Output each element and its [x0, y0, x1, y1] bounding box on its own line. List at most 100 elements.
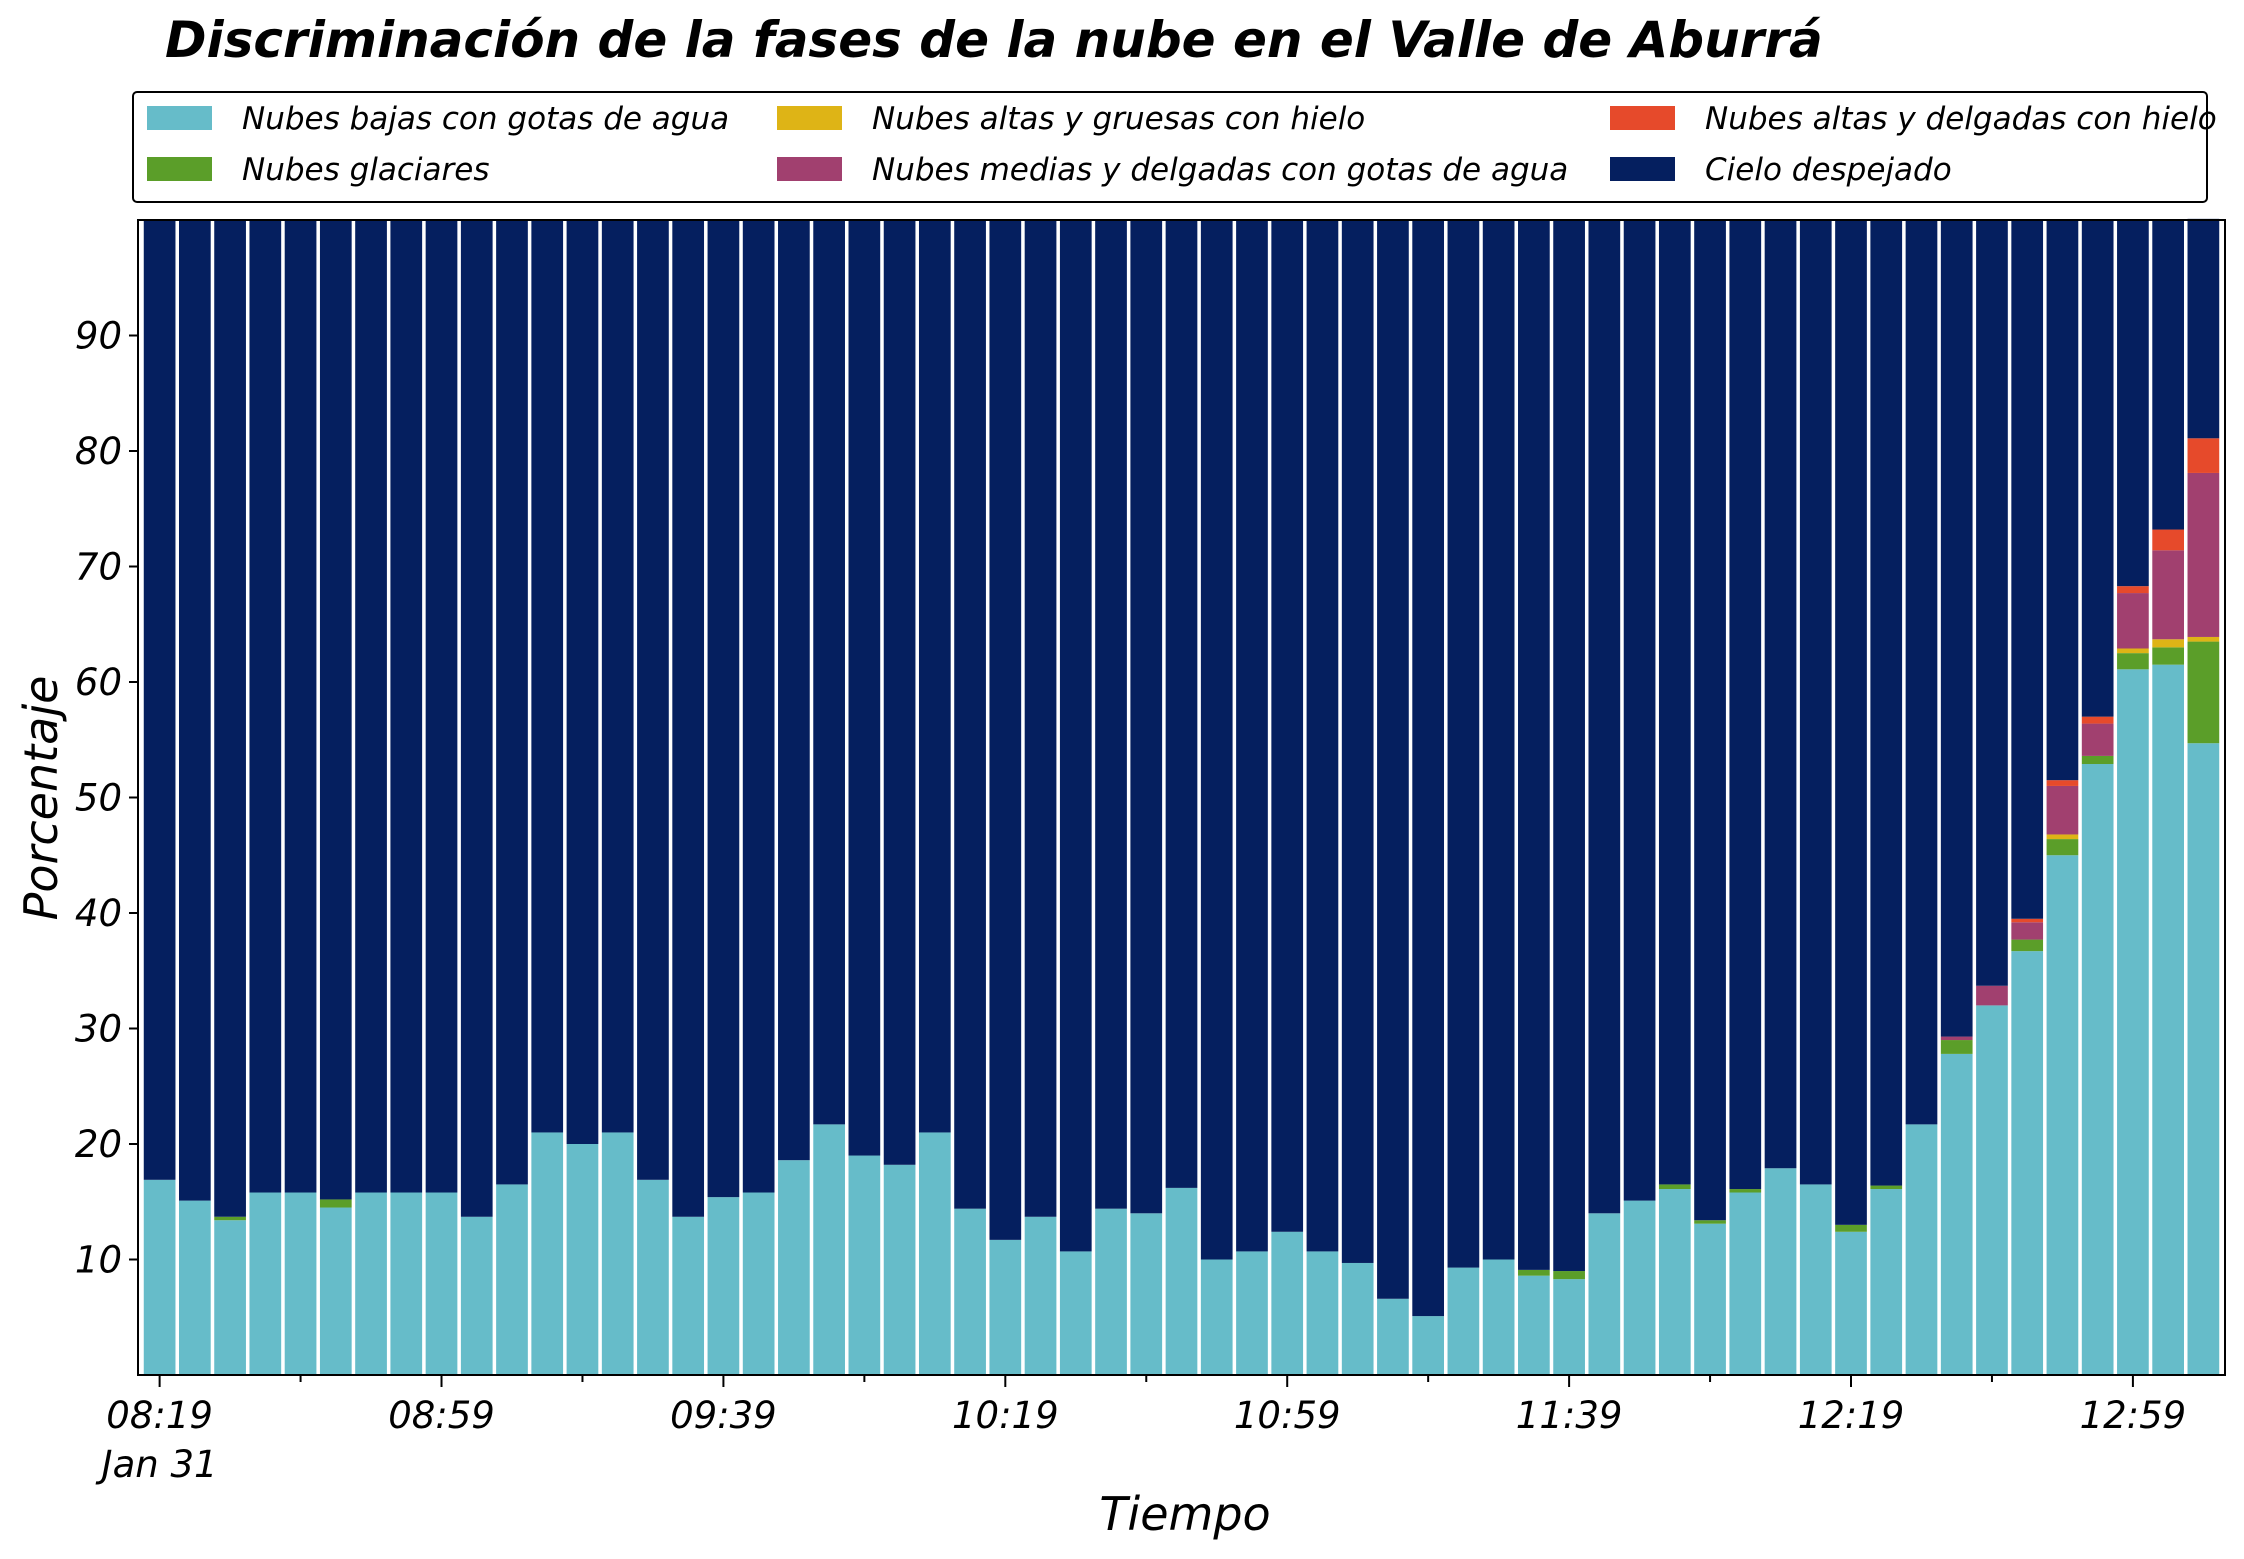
bar-segment-s0-55: [2081, 764, 2114, 1375]
bar-segment-s1-44: [1694, 1220, 1726, 1224]
bar-segment-s0-53: [2011, 951, 2044, 1375]
bar-segment-s0-15: [672, 1216, 705, 1375]
bar-segment-s5-44: [1694, 220, 1726, 1221]
bar-segment-s5-29: [1165, 220, 1198, 1188]
bar-segment-s5-17: [742, 220, 775, 1193]
bar-segment-s1-40: [1553, 1271, 1585, 1280]
bar-segment-s0-10: [496, 1184, 528, 1375]
bar-segment-s5-21: [883, 220, 916, 1165]
y-tick-label: 10: [75, 1239, 122, 1282]
bar-segment-s5-42: [1623, 220, 1656, 1201]
bar-segment-s5-38: [1482, 220, 1515, 1260]
bar-segment-s5-19: [813, 220, 845, 1125]
y-axis-label: Porcentaje: [14, 676, 68, 921]
bar-segment-s5-3: [249, 220, 282, 1193]
bar-segment-s0-42: [1623, 1200, 1656, 1375]
bar-segment-s0-16: [707, 1197, 740, 1375]
bar-segment-s4-58: [2187, 438, 2220, 473]
bar-segment-s0-18: [778, 1160, 810, 1375]
bar-segment-s0-30: [1200, 1259, 1233, 1375]
bar-segment-s5-55: [2081, 220, 2114, 717]
x-tick-label: 08:19: [106, 1394, 213, 1437]
bar-segment-s3-56: [2117, 593, 2149, 649]
bar-segment-s0-28: [1130, 1213, 1163, 1375]
bar-segment-s5-40: [1553, 220, 1585, 1272]
bar-segment-s5-50: [1905, 220, 1938, 1125]
bar-segment-s5-24: [989, 220, 1022, 1240]
legend-label: Nubes glaciares: [242, 152, 490, 188]
y-tick-label: 60: [75, 661, 122, 704]
x-tick-label: 09:39: [670, 1394, 777, 1437]
bar-segment-s0-5: [319, 1207, 352, 1375]
bar-segment-s0-14: [637, 1179, 669, 1375]
bar-segment-s5-18: [778, 220, 810, 1161]
bar-segment-s0-50: [1905, 1124, 1938, 1375]
bar-segment-s1-51: [1940, 1040, 1973, 1054]
bar-segment-s5-53: [2011, 220, 2044, 919]
bar-segment-s1-54: [2046, 839, 2079, 856]
bar-segment-s5-31: [1236, 220, 1268, 1252]
bar-segment-s5-58: [2187, 218, 2220, 439]
bar-segment-s0-36: [1412, 1316, 1445, 1375]
bar-segment-s0-49: [1870, 1189, 1903, 1375]
bar-segment-s2-54: [2046, 834, 2079, 840]
x-tick-label: 08:59: [388, 1394, 495, 1437]
bar-segment-s0-26: [1059, 1251, 1092, 1375]
x-tick-label: 10:59: [1234, 1394, 1341, 1437]
bar-segment-s5-39: [1518, 220, 1550, 1270]
bar-segment-s5-2: [214, 220, 246, 1217]
bar-segment-s0-8: [425, 1192, 458, 1375]
bar-segment-s1-53: [2011, 939, 2044, 952]
x-tick-label: 10:19: [952, 1394, 1059, 1437]
bar-segment-s3-53: [2011, 922, 2044, 940]
bar-segment-s5-22: [918, 220, 951, 1133]
bar-segment-s0-54: [2046, 855, 2079, 1375]
bar-segment-s4-57: [2152, 529, 2184, 551]
bar-segment-s0-45: [1729, 1192, 1762, 1375]
bar-segment-s0-2: [214, 1220, 246, 1375]
bar-segment-s3-55: [2081, 723, 2114, 756]
bar-segment-s1-48: [1835, 1224, 1867, 1232]
bar-segment-s0-25: [1024, 1216, 1057, 1375]
bar-segment-s0-46: [1764, 1168, 1797, 1375]
bar-segment-s5-25: [1024, 220, 1057, 1217]
bar-segment-s5-57: [2152, 220, 2184, 530]
bar-segment-s0-52: [1976, 1005, 2008, 1375]
bar-segment-s0-34: [1341, 1262, 1374, 1375]
bar-segment-s0-51: [1940, 1053, 1973, 1375]
y-tick-label: 20: [75, 1123, 122, 1166]
bar-segment-s0-56: [2117, 669, 2149, 1375]
bar-segment-s5-56: [2117, 220, 2149, 587]
bar-segment-s1-57: [2152, 647, 2184, 665]
bar-segment-s0-44: [1694, 1223, 1726, 1375]
bar-segment-s5-33: [1306, 220, 1339, 1252]
y-tick-label: 40: [75, 892, 122, 935]
bar-segment-s0-39: [1518, 1275, 1550, 1375]
bar-segment-s1-58: [2187, 641, 2220, 744]
legend-frame: [132, 91, 2208, 203]
bar-segment-s0-43: [1658, 1189, 1691, 1375]
bar-segment-s3-52: [1976, 985, 2008, 1006]
legend-label: Nubes altas y delgadas con hielo: [1705, 101, 2217, 137]
bar-segment-s0-32: [1271, 1231, 1304, 1375]
y-axis: 10 20 30 40 50 60 70 80 90: [75, 315, 138, 1282]
bar-segment-s5-51: [1940, 220, 1973, 1037]
bar-segment-s5-13: [601, 220, 634, 1133]
bar-segment-s1-5: [319, 1199, 352, 1208]
y-tick-label: 70: [75, 546, 122, 589]
bar-segment-s1-2: [214, 1216, 246, 1221]
y-tick-label: 80: [75, 430, 122, 473]
bar-segment-s1-56: [2117, 653, 2149, 670]
bar-segment-s0-41: [1588, 1213, 1621, 1375]
legend: Nubes bajas con gotas de agua Nubes glaci…: [132, 91, 2217, 203]
legend-swatch: [147, 157, 212, 181]
bar-segment-s3-54: [2046, 785, 2079, 835]
bar-segment-s0-38: [1482, 1259, 1515, 1375]
bar-segment-s1-45: [1729, 1189, 1762, 1193]
bar-segment-s5-14: [637, 220, 669, 1180]
bar-segment-s5-1: [179, 220, 211, 1201]
bar-segment-s4-54: [2046, 780, 2079, 786]
bar-segment-s5-49: [1870, 220, 1903, 1186]
bar-segment-s0-0: [143, 1179, 176, 1375]
